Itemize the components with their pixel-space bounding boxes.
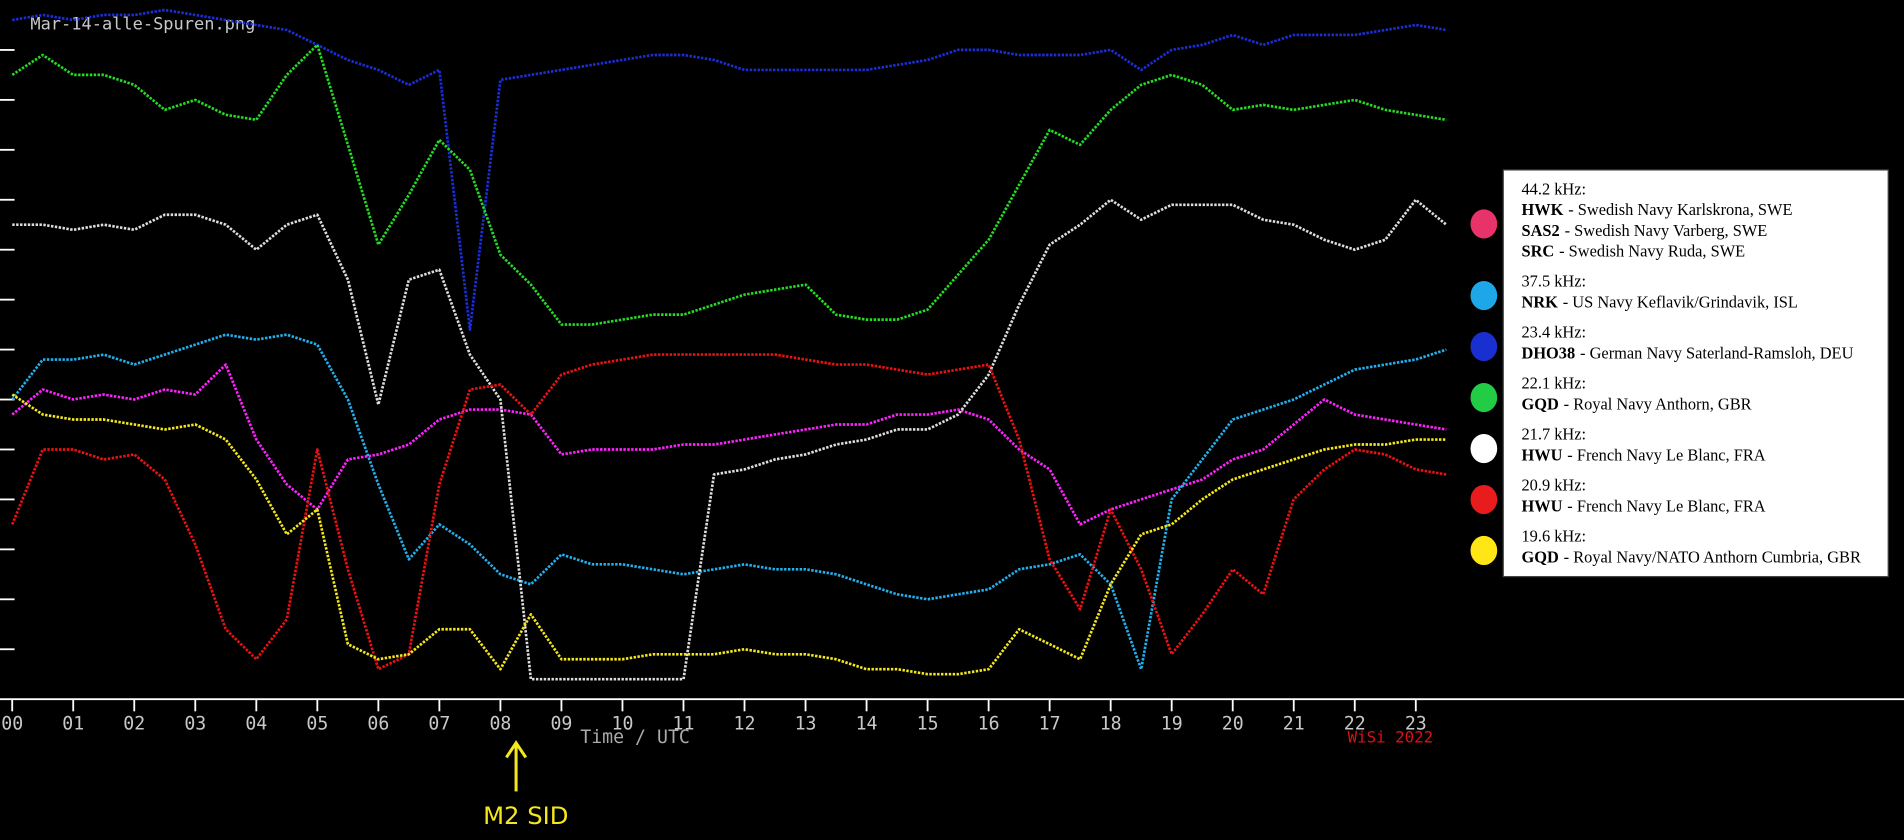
legend [1502,169,1889,578]
legend-marker [1470,382,1498,413]
legend-label: 21.7 kHz: [1522,425,1587,444]
station-code: SAS2 [1522,221,1560,240]
legend-marker [1470,484,1498,515]
legend-label: 22.1 kHz: [1522,374,1587,393]
x-tick-label: 03 [184,714,206,735]
x-tick-label: 20 [1222,714,1244,735]
x-tick-label: 21 [1283,714,1305,735]
legend-label: 44.2 kHz: [1522,179,1587,198]
x-tick-label: 16 [978,714,1000,735]
legend-label: 19.6 kHz: [1522,527,1587,546]
legend-station: SRC - Swedish Navy Ruda, SWE [1522,241,1746,260]
legend-station: HWK - Swedish Navy Karlskrona, SWE [1522,200,1793,219]
station-text: - US Navy Keflavik/Grindavik, ISL [1563,292,1798,311]
x-tick-label: 15 [917,714,939,735]
legend-entries: 44.2 kHz: HWK - Swedish Navy Karlskrona, S… [1470,179,1861,566]
station-text: - Royal Navy/NATO Anthorn Cumbria, GBR [1564,547,1861,566]
legend-station: SAS2 - Swedish Navy Varberg, SWE [1522,221,1768,240]
legend-station: NRK - US Navy Keflavik/Grindavik, ISL [1522,292,1798,311]
trace [11,393,1447,676]
x-tick-label: 11 [673,714,695,735]
legend-label: 37.5 kHz: [1522,272,1587,291]
x-tick-label: 00 [1,714,23,735]
x-tick-label: 05 [306,714,328,735]
x-tick-label: 14 [856,714,878,735]
legend-marker [1470,281,1498,311]
x-tick-label: 12 [734,714,756,735]
station-text: - French Navy Le Blanc, FRA [1567,445,1765,464]
credit: WiSi 2022 [1348,728,1433,747]
station-code: DHO38 [1522,343,1576,362]
legend-label: 23.4 kHz: [1522,323,1587,342]
legend-station: GQD - Royal Navy Anthorn, GBR [1522,394,1752,413]
station-text: - German Navy Saterland-Ramsloh, DEU [1580,343,1854,362]
trace [11,333,1447,671]
legend-station: HWU - French Navy Le Blanc, FRA [1522,445,1766,464]
legend-station: GQD - Royal Navy/NATO Anthorn Cumbria, GB… [1522,547,1861,566]
legend-label: 20.9 kHz: [1522,476,1587,495]
station-code: GQD [1522,547,1559,566]
trace [12,198,1448,681]
x-tick-label: 23 [1405,714,1427,735]
x-tick-label: 19 [1161,714,1183,735]
legend-marker [1470,209,1498,239]
station-text: - Swedish Navy Varberg, SWE [1565,221,1768,240]
station-code: SRC [1522,241,1555,260]
x-tick-label: 18 [1100,714,1122,735]
legend-marker [1470,535,1498,566]
x-tick-label: 08 [489,714,511,735]
trace [11,353,1447,671]
legend-station: HWU - French Navy Le Blanc, FRA [1522,496,1766,515]
legend-marker [1470,433,1498,464]
station-text: - Royal Navy Anthorn, GBR [1564,394,1752,413]
x-tick-label: 13 [795,714,817,735]
station-text: - French Navy Le Blanc, FRA [1567,496,1765,515]
x-tick-label: 01 [62,714,84,735]
annotation: M2 SID [483,801,568,830]
annotation-arrow-head [505,740,528,759]
station-text: - Swedish Navy Ruda, SWE [1559,241,1745,260]
x-tick-label: 22 [1344,714,1366,735]
station-code: HWK [1522,200,1564,219]
x-tick-label: 06 [367,714,389,735]
x-tick-label: 10 [611,714,633,735]
x-axis-label: Time / UTC [580,727,690,748]
legend-marker [1470,331,1498,362]
station-code: GQD [1522,394,1559,413]
x-tick-label: 02 [123,714,145,735]
x-tick-label: 09 [550,714,572,735]
x-tick-label: 04 [245,714,267,735]
station-code: HWU [1522,445,1563,464]
trace [11,363,1447,526]
trace [11,43,1447,326]
plot-area: 00 01 02 03 04 05 06 07 08 09 10 11 12 13 14 15 16 17 18 19… [0,8,1448,735]
legend-station: DHO38- German Navy Saterland-Ramsloh, DE… [1522,343,1854,362]
x-tick-label: 07 [428,714,450,735]
x-tick-label: 17 [1039,714,1061,735]
station-text: - Swedish Navy Karlskrona, SWE [1568,200,1792,219]
trace [12,8,1447,331]
station-code: NRK [1522,292,1559,311]
station-code: HWU [1522,496,1563,515]
file-title: Mar-14-alle-Spuren.png [30,14,255,34]
